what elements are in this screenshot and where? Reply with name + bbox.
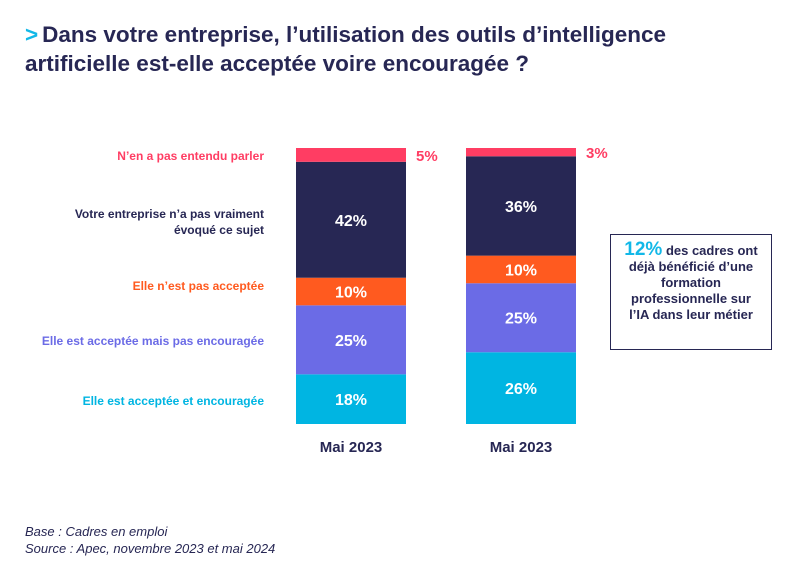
bar-segment-1-0 — [466, 352, 576, 424]
x-tick-label-0: Mai 2023 — [320, 439, 383, 456]
data-label-1-4: 3% — [586, 145, 608, 162]
data-label-0-2: 10% — [335, 285, 367, 302]
data-label-1-0: 26% — [505, 381, 537, 398]
title-arrow: > — [25, 22, 39, 47]
x-tick-label-1: Mai 2023 — [490, 439, 553, 456]
bar-segment-0-2 — [296, 277, 406, 306]
bar-segment-1-1 — [466, 283, 576, 353]
chart-title: > Dans votre entreprise, l’utilisation de… — [25, 20, 765, 78]
callout-highlight: 12% — [624, 239, 663, 260]
bar-segment-1-2 — [466, 255, 576, 284]
legend-label-1: Elle est acceptée mais pas encouragée — [42, 334, 264, 348]
data-label-0-4: 5% — [416, 148, 438, 165]
stacked-bar-chart: Elle est acceptée et encouragée Elle est … — [42, 145, 608, 456]
footer-base: Base : Cadres en emploi — [25, 524, 168, 539]
legend-label-3: Votre entreprise n’a pas vraiment évoqué … — [75, 207, 264, 237]
callout-text: des cadres ont déjà bénéficié d’une form… — [628, 243, 758, 322]
bar-segment-0-3 — [296, 161, 406, 278]
bar-segment-0-4 — [296, 148, 406, 162]
data-label-0-3: 42% — [335, 213, 367, 230]
bar-segment-1-3 — [466, 156, 576, 256]
bar-segment-0-0 — [296, 374, 406, 424]
training-callout: 12% des cadres ont déjà bénéficié d’une … — [610, 234, 772, 350]
footer-source: Source : Apec, novembre 2023 et mai 2024 — [25, 541, 276, 556]
data-label-0-1: 25% — [335, 333, 367, 350]
title-text: Dans votre entreprise, l’utilisation des… — [25, 22, 667, 76]
data-label-1-2: 10% — [505, 262, 537, 279]
legend-label-0: Elle est acceptée et encouragée — [83, 394, 265, 408]
data-label-1-3: 36% — [505, 199, 537, 216]
chart-footer: Base : Cadres en emploi Source : Apec, n… — [25, 523, 275, 557]
data-label-0-0: 18% — [335, 392, 367, 409]
bar-segment-1-4 — [466, 148, 576, 157]
legend-label-4: N’en a pas entendu parler — [117, 149, 264, 163]
bar-segment-0-1 — [296, 305, 406, 375]
data-label-1-1: 25% — [505, 311, 537, 328]
legend-label-2: Elle n’est pas acceptée — [133, 279, 265, 293]
